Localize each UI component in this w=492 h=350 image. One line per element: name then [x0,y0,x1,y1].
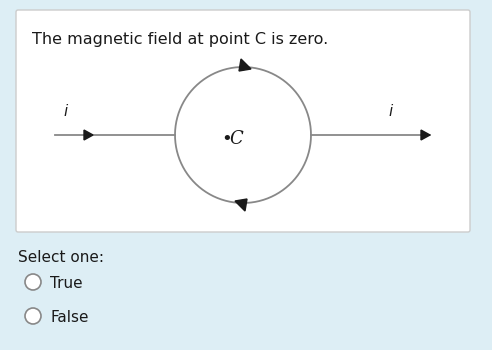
Text: The magnetic field at point C is zero.: The magnetic field at point C is zero. [32,32,328,47]
Polygon shape [235,199,247,211]
Text: i: i [63,104,67,119]
Text: C: C [229,130,243,148]
Text: i: i [388,104,392,119]
Circle shape [25,274,41,290]
Polygon shape [421,130,430,140]
Text: False: False [50,309,89,324]
Polygon shape [239,59,251,71]
FancyBboxPatch shape [16,10,470,232]
Text: Select one:: Select one: [18,250,104,265]
Text: True: True [50,275,83,290]
Circle shape [25,308,41,324]
Polygon shape [84,130,93,140]
Text: •: • [221,130,232,148]
